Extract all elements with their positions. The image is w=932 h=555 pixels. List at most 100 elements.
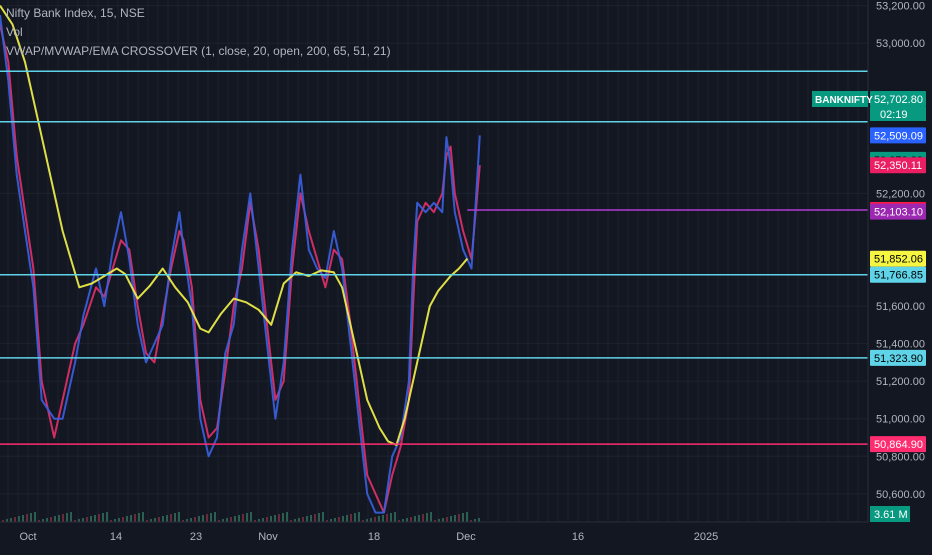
volume-bar: [294, 519, 296, 522]
volume-bar: [366, 519, 368, 522]
volume-bar: [218, 520, 220, 522]
price-label-box[interactable]: [870, 127, 926, 144]
volume-bar: [290, 520, 292, 522]
countdown-text: 02:19: [880, 109, 908, 121]
volume-bar: [222, 519, 224, 522]
y-tick-label: 50,600.00: [876, 489, 925, 501]
volume-bar: [410, 517, 412, 522]
volume-bar: [90, 516, 92, 522]
volume-bar: [34, 512, 36, 522]
volume-bar: [206, 514, 208, 522]
mvwap-series-line[interactable]: [0, 24, 481, 514]
volume-bar: [250, 512, 252, 522]
price-label-box[interactable]: [870, 436, 926, 453]
volume-bar: [2, 520, 4, 522]
price-label-text: 51,852.06: [874, 254, 923, 266]
volume-bar: [422, 514, 424, 522]
volume-bar: [454, 515, 456, 522]
indicator-legend[interactable]: VWAP/MVWAP/EMA CROSSOVER (1, close, 20, …: [6, 44, 391, 58]
volume-bar: [70, 512, 72, 522]
volume-bar: [234, 516, 236, 522]
volume-tag-box[interactable]: [870, 506, 910, 522]
volume-bar: [50, 517, 52, 522]
volume-bar: [282, 513, 284, 522]
volume-bar: [6, 519, 8, 522]
y-tick-label: 50,800.00: [876, 451, 925, 463]
symbol-tag-name: BANKNIFTY: [815, 95, 873, 106]
price-label-box[interactable]: [870, 203, 926, 220]
ema-series-line[interactable]: [0, 5, 469, 446]
volume-legend[interactable]: Vol: [6, 25, 23, 39]
volume-bar: [10, 518, 12, 522]
volume-bar: [254, 520, 256, 522]
volume-bar: [330, 519, 332, 522]
volume-bar: [362, 520, 364, 522]
price-label-box[interactable]: [870, 349, 926, 366]
price-label-text: 50,864.90: [874, 439, 923, 451]
volume-bar: [238, 515, 240, 522]
volume-bar: [314, 514, 316, 522]
volume-bar: [390, 513, 392, 522]
volume-bar: [474, 519, 476, 522]
volume-bar: [118, 518, 120, 522]
volume-bar: [406, 518, 408, 522]
volume-bar: [270, 516, 272, 522]
volume-bar: [166, 515, 168, 522]
volume-bar: [258, 519, 260, 522]
volume-bar: [190, 518, 192, 522]
volume-bar: [430, 512, 432, 522]
price-label-text: 52,103.10: [874, 207, 923, 219]
volume-bar: [202, 515, 204, 522]
volume-bar: [306, 516, 308, 522]
volume-bar: [478, 518, 480, 522]
volume-bar: [142, 512, 144, 522]
x-tick-label: Dec: [456, 531, 476, 543]
x-tick-label: 23: [190, 531, 202, 543]
volume-bar: [342, 516, 344, 522]
price-label-text: 52,702.80: [874, 94, 923, 106]
price-label-text: 51,323.90: [874, 353, 923, 365]
volume-bar: [178, 512, 180, 522]
volume-bar: [18, 516, 20, 522]
y-tick-label: 51,000.00: [876, 414, 925, 426]
price-label-box[interactable]: [870, 157, 926, 174]
volume-tag-text: 3.61 M: [874, 509, 908, 521]
price-label-box[interactable]: [870, 90, 926, 107]
volume-bar: [22, 515, 24, 522]
volume-bar: [74, 520, 76, 522]
volume-bar: [338, 517, 340, 522]
volume-bar: [158, 517, 160, 522]
volume-bar: [370, 518, 372, 522]
volume-bar: [354, 513, 356, 522]
volume-bar: [230, 517, 232, 522]
volume-bar: [194, 517, 196, 522]
volume-bar: [310, 515, 312, 522]
volume-bar: [278, 514, 280, 522]
x-tick-label: Nov: [258, 531, 278, 543]
x-tick-label: 18: [368, 531, 380, 543]
volume-bar: [298, 518, 300, 522]
price-label-box[interactable]: [870, 250, 926, 267]
x-tick-label: 2025: [694, 531, 718, 543]
y-tick-label: 51,200.00: [876, 376, 925, 388]
volume-bar: [466, 512, 468, 522]
volume-bar: [350, 514, 352, 522]
volume-bar: [198, 516, 200, 522]
volume-bar: [462, 513, 464, 522]
volume-bar: [470, 520, 472, 522]
symbol-legend[interactable]: Nifty Bank Index, 15, NSE: [6, 6, 145, 20]
volume-bar: [54, 516, 56, 522]
volume-bar: [414, 516, 416, 522]
symbol-tag-box[interactable]: [812, 90, 868, 107]
price-label-box[interactable]: [870, 266, 926, 283]
vwap-series-line[interactable]: [0, 14, 481, 514]
volume-bar: [150, 519, 152, 522]
volume-bar: [86, 517, 88, 522]
volume-bar: [42, 519, 44, 522]
volume-bar: [418, 515, 420, 522]
volume-bar: [246, 513, 248, 522]
volume-bar: [398, 520, 400, 522]
volume-bar: [210, 513, 212, 522]
